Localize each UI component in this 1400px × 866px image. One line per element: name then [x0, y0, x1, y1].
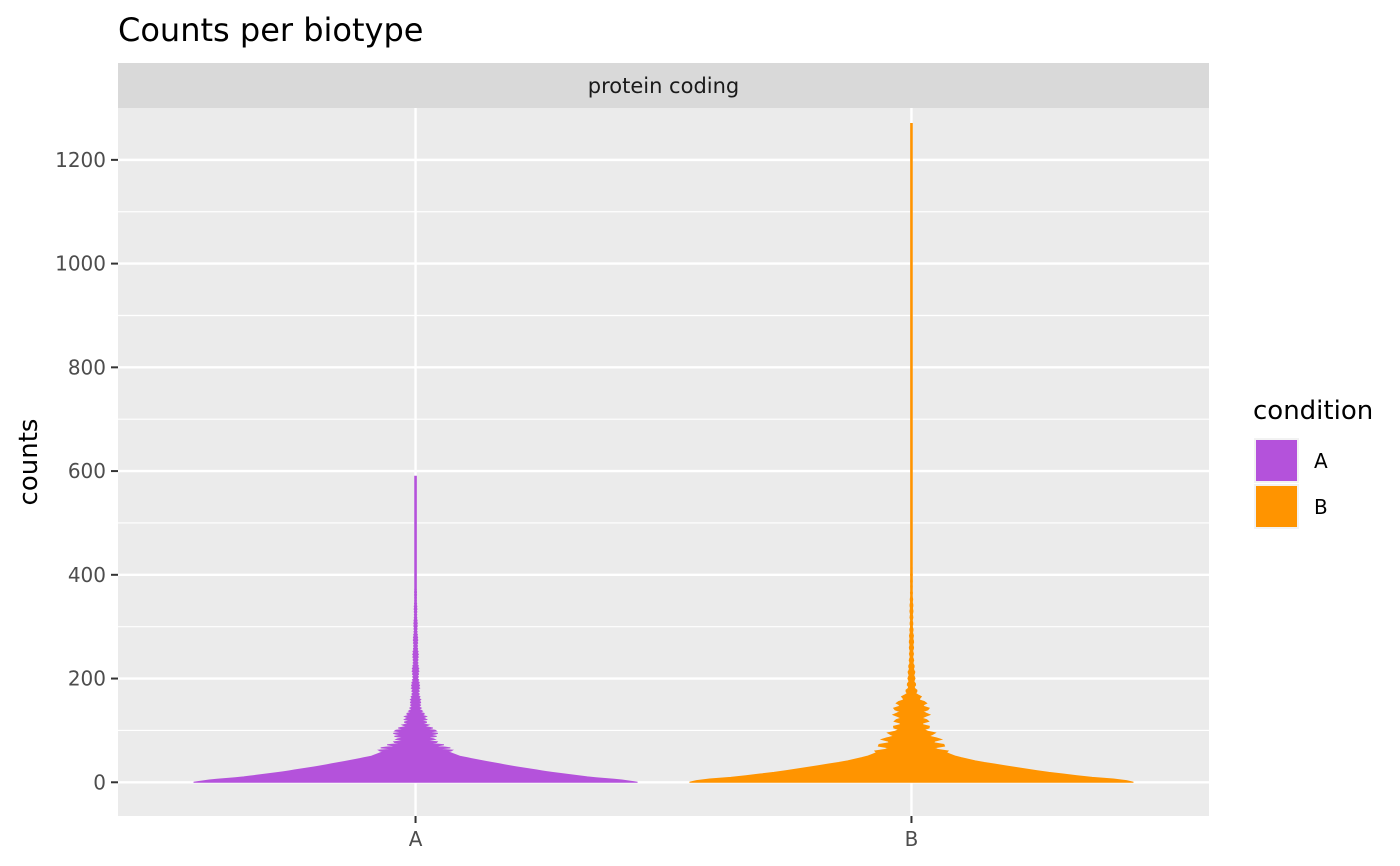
violin-A: [193, 475, 638, 783]
y-tick-label: 1200: [55, 148, 106, 172]
y-axis-title: counts: [14, 419, 44, 506]
facet-strip: [118, 63, 1209, 108]
legend-label-A: A: [1314, 449, 1328, 473]
y-tick-label: 200: [68, 667, 106, 691]
y-tick-label: 800: [68, 355, 106, 379]
legend: condition AB: [1253, 396, 1373, 529]
y-tick-label: 400: [68, 563, 106, 587]
chart-title: Counts per biotype: [118, 11, 423, 49]
legend-title: condition: [1253, 396, 1373, 426]
violins: [193, 123, 1134, 783]
legend-label-B: B: [1314, 495, 1328, 519]
legend-key-B: [1256, 486, 1297, 527]
y-axis: 0 200 400 600 800 1000 1200: [55, 148, 118, 794]
plot-panel: [118, 108, 1209, 816]
x-tick-label: B: [905, 827, 919, 851]
y-tick-label: 600: [68, 459, 106, 483]
y-tick-label: 0: [93, 770, 106, 794]
minor-gridlines: [118, 211, 1209, 732]
y-tick-label: 1000: [55, 252, 106, 276]
violin-B: [689, 123, 1134, 783]
facet-label: protein coding: [588, 74, 740, 98]
legend-key-A: [1256, 440, 1297, 481]
x-tick-label: A: [409, 827, 423, 851]
